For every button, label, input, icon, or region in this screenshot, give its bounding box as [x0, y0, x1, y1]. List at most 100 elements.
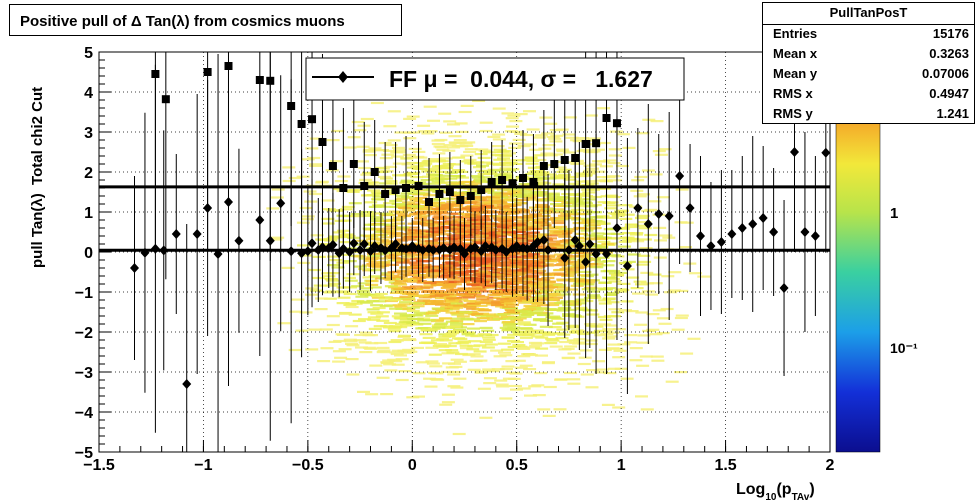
heat-cell: [413, 267, 427, 270]
heat-cell: [482, 338, 496, 341]
heat-cell: [422, 295, 436, 299]
heat-cell: [370, 101, 384, 105]
heat-cell: [461, 318, 475, 321]
heat-cell: [402, 153, 416, 156]
heat-cell: [485, 286, 499, 289]
heat-cell: [439, 131, 453, 134]
heat-cell: [449, 323, 463, 326]
heat-cell: [466, 229, 480, 232]
heat-cell: [556, 241, 570, 244]
heat-cell: [454, 257, 468, 260]
legend-label: FF μ = 0.044, σ = 1.627: [389, 66, 653, 92]
heat-cell: [604, 207, 618, 210]
heat-cell: [375, 315, 389, 318]
heat-cell: [538, 147, 552, 150]
heat-cell: [304, 200, 318, 203]
heat-cell: [439, 166, 453, 169]
heat-cell: [458, 110, 472, 114]
heat-cell: [519, 253, 533, 256]
heat-cell: [497, 188, 510, 191]
heat-cell: [465, 205, 479, 209]
heat-cell: [403, 117, 417, 120]
heat-cell: [508, 211, 522, 214]
heat-cell: [366, 212, 380, 215]
stats-row-mean-y: Mean y 0.07006: [773, 64, 969, 84]
heat-cell: [638, 260, 652, 263]
heat-cell: [587, 290, 601, 293]
heat-cell: [399, 315, 413, 318]
heat-cell: [529, 218, 543, 222]
diamond-point: [821, 147, 831, 158]
heat-cell: [552, 322, 566, 325]
heat-cell: [421, 224, 435, 227]
heat-cell: [419, 341, 432, 344]
heat-cell: [634, 224, 648, 227]
heat-cell: [374, 341, 388, 345]
heat-cell: [548, 316, 562, 319]
heat-cell: [271, 236, 285, 239]
square-point: [518, 174, 527, 182]
heat-cell: [523, 270, 537, 274]
heat-cell: [503, 253, 517, 256]
heat-cell: [367, 252, 380, 255]
diamond-point: [591, 249, 601, 259]
diamond-point: [171, 229, 181, 239]
heat-cell: [406, 115, 420, 118]
heat-cell: [430, 301, 444, 304]
diamond-point: [439, 243, 449, 253]
heat-cell: [638, 238, 652, 241]
heat-cell: [327, 255, 340, 258]
heat-cell: [409, 262, 423, 265]
heat-cell: [441, 269, 455, 272]
heat-cell: [310, 234, 324, 237]
heat-cell: [512, 187, 526, 190]
heat-cell: [441, 255, 455, 258]
heat-cell: [606, 277, 620, 281]
heat-cell: [388, 340, 402, 344]
heat-cell: [337, 175, 351, 178]
heat-cell: [496, 150, 510, 153]
heat-cell: [344, 286, 357, 289]
heat-cell: [496, 385, 510, 388]
heat-cell: [366, 256, 380, 259]
heat-cell: [496, 257, 510, 260]
heat-cell: [550, 198, 564, 201]
heat-cell: [320, 347, 334, 350]
diamond-point: [643, 219, 653, 229]
heat-cell: [525, 330, 539, 333]
heat-cell: [438, 241, 452, 244]
heat-cell: [619, 204, 633, 207]
heat-cell: [461, 323, 475, 326]
heat-cell: [434, 343, 447, 346]
y-tick-label: 5: [84, 45, 93, 62]
heat-cell: [376, 239, 390, 242]
heat-cell: [389, 291, 403, 294]
heat-cell: [521, 226, 535, 229]
square-point: [592, 139, 601, 148]
heat-cell: [508, 142, 522, 145]
heat-cell: [391, 218, 405, 221]
heat-cell: [475, 234, 489, 237]
heat-cell: [422, 336, 436, 339]
stats-value: 0.4947: [929, 86, 969, 101]
heat-cell: [446, 234, 460, 237]
heat-cell: [553, 290, 567, 293]
heat-cell: [438, 243, 452, 246]
heat-cell: [459, 347, 473, 350]
heat-cell: [508, 233, 522, 237]
heat-cell: [464, 213, 478, 216]
square-point: [477, 186, 486, 194]
heat-cell: [415, 327, 429, 330]
heat-cell: [535, 205, 549, 208]
heat-cell: [380, 361, 394, 364]
heat-cell: [483, 234, 497, 237]
heat-cell: [447, 278, 461, 281]
heat-cell: [618, 240, 632, 243]
heat-cell: [362, 276, 376, 279]
heat-cell: [514, 309, 528, 312]
heat-cell: [507, 333, 521, 336]
heat-cell: [421, 132, 435, 135]
heat-cell: [463, 305, 477, 309]
heat-cell: [426, 311, 439, 314]
